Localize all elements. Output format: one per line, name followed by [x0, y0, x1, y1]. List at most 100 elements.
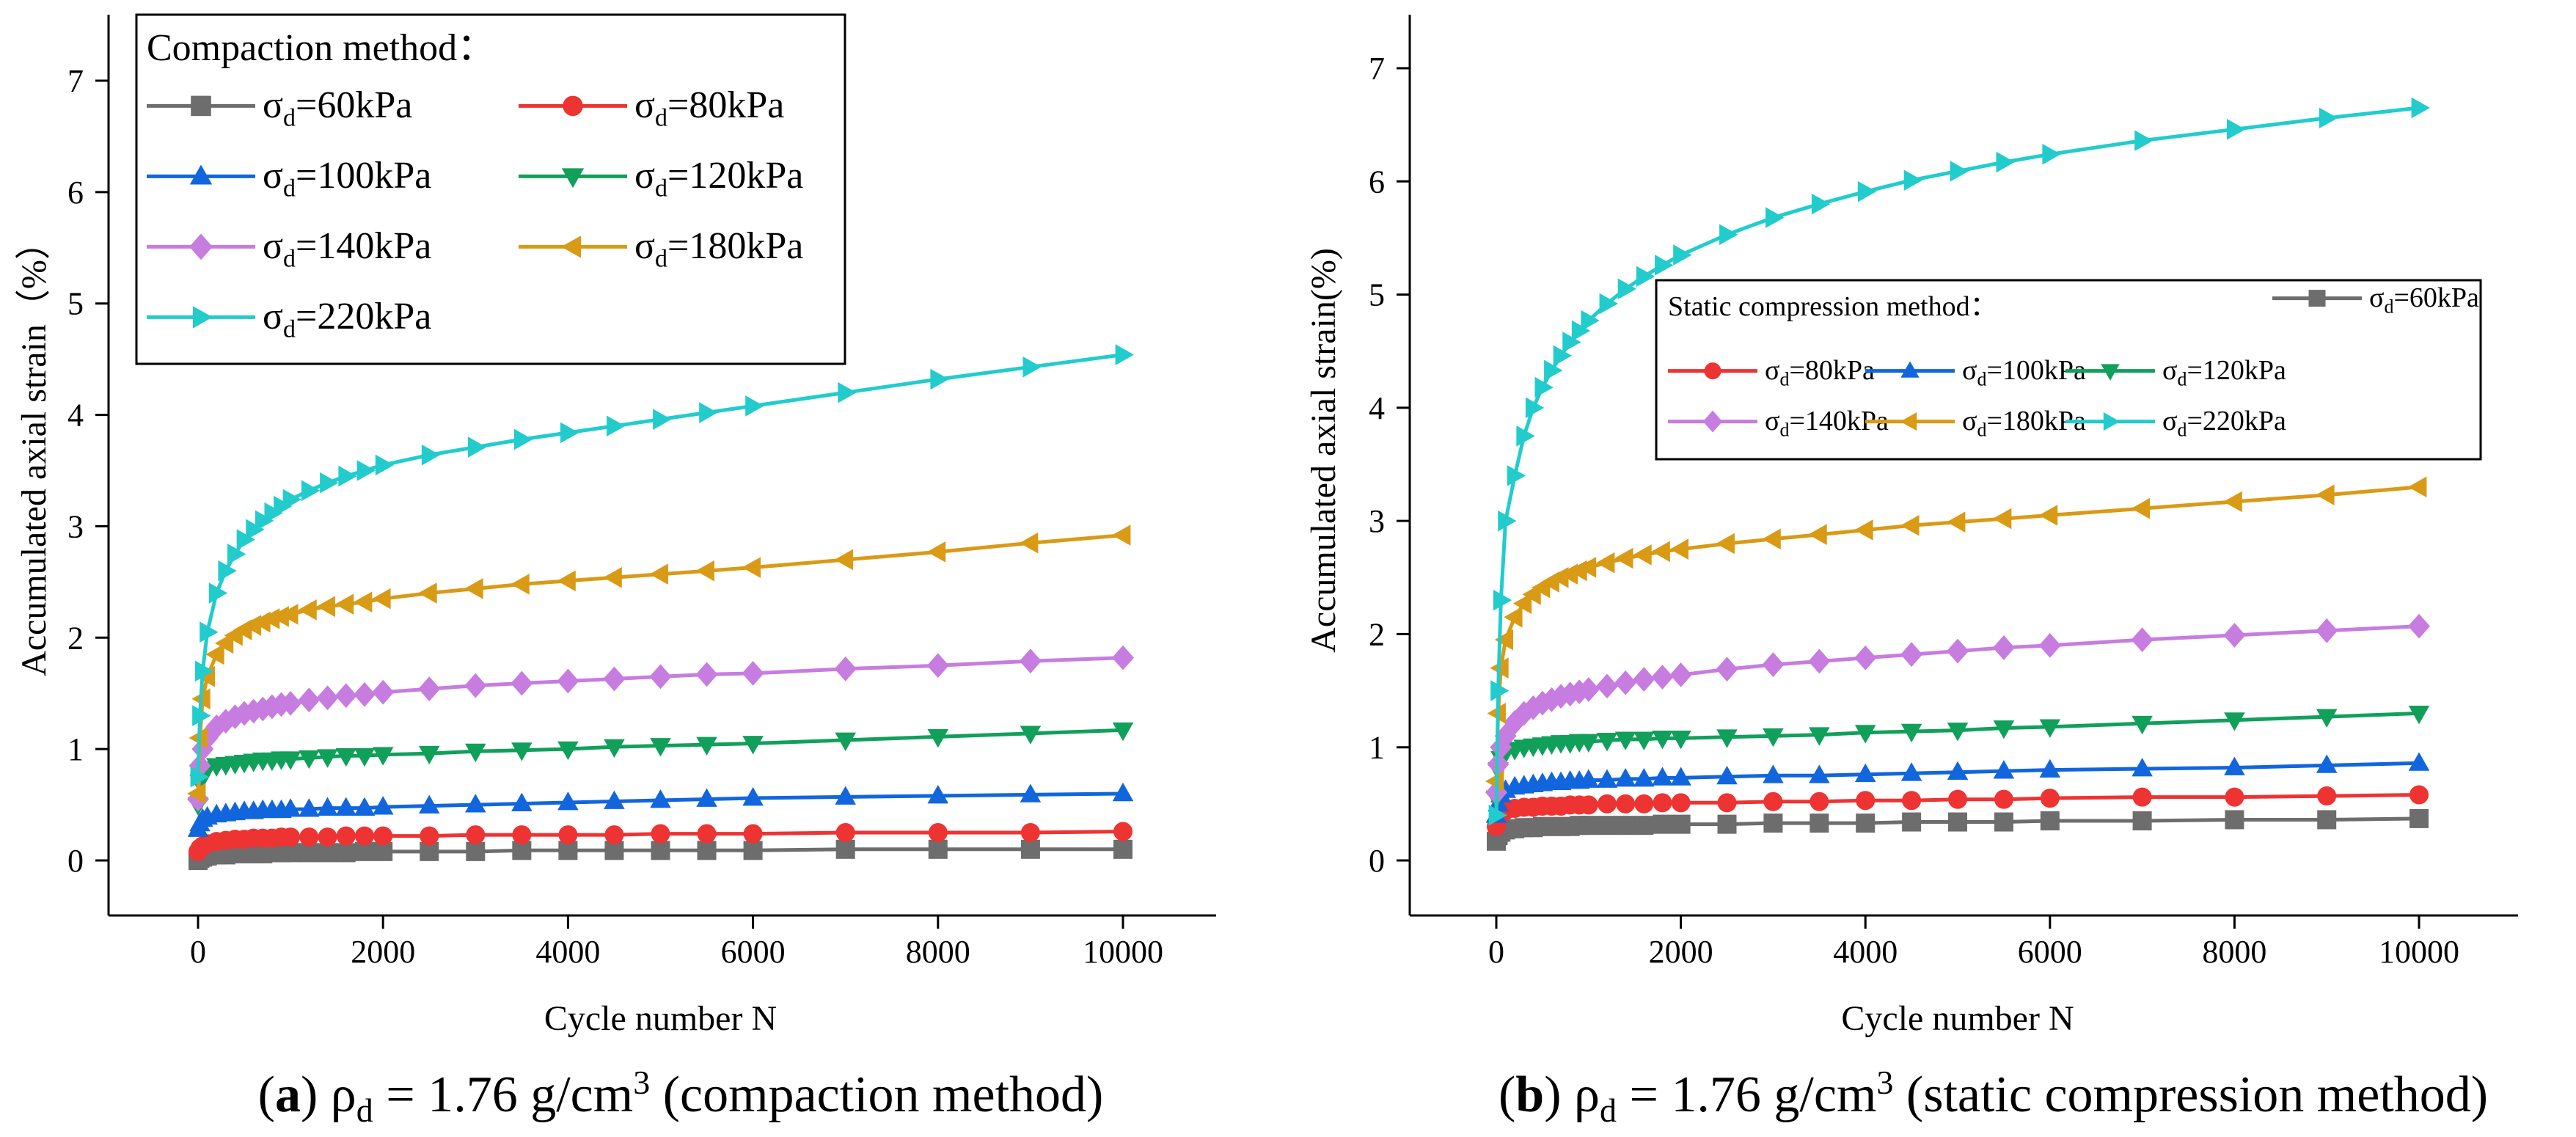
data-point — [1994, 789, 2013, 809]
data-point — [1854, 725, 1876, 744]
data-point — [1716, 657, 1738, 682]
legend-marker — [1900, 412, 1917, 431]
legend-symbol: σ — [634, 155, 655, 197]
data-point — [1112, 645, 1134, 670]
y-tick-label: 0 — [1369, 843, 1385, 879]
data-point — [1597, 816, 1617, 836]
legend-symbol: σ — [634, 84, 655, 126]
legend-label: σd=220kPa — [263, 296, 431, 343]
data-point — [1516, 425, 1535, 447]
data-point — [697, 841, 717, 860]
data-point — [1634, 816, 1654, 836]
data-point — [190, 766, 209, 788]
data-point — [651, 824, 670, 844]
legend-subscript: d — [283, 175, 296, 202]
x-tick-label: 8000 — [906, 934, 970, 970]
data-point — [2132, 758, 2153, 777]
caption-superscript: 3 — [1876, 1064, 1893, 1101]
data-point — [1597, 794, 1617, 814]
data-point — [1716, 765, 1738, 785]
data-point — [1808, 524, 1827, 545]
data-point — [279, 751, 301, 770]
data-point — [279, 690, 302, 716]
data-point — [1636, 266, 1655, 288]
data-point — [1947, 638, 1969, 664]
data-point — [1900, 723, 1922, 743]
legend-subscript: d — [283, 245, 296, 272]
data-point — [1540, 687, 1563, 712]
data-point — [1992, 508, 2012, 530]
legend-label: σd=140kPa — [263, 225, 431, 272]
legend-label: σd=60kPa — [263, 84, 412, 131]
data-point — [742, 787, 764, 806]
x-tick-label: 6000 — [721, 934, 786, 970]
data-point — [1596, 733, 1618, 752]
data-point — [1763, 764, 1784, 783]
data-point — [1719, 224, 1738, 246]
x-tick-label: 10000 — [1083, 934, 1163, 970]
data-point — [1578, 769, 1600, 788]
data-point — [2319, 107, 2338, 129]
data-point — [1717, 793, 1737, 813]
panel-a-chart: 0 2000 4000 6000 8000 10000 0 1 2 3 4 5 6 7 Cycle numb… — [15, 13, 1216, 1129]
data-point — [354, 681, 376, 707]
legend-marker — [563, 95, 583, 117]
legend-label: σd=80kPa — [1765, 355, 1875, 390]
data-point — [205, 643, 224, 665]
data-point — [1763, 728, 1784, 747]
data-point — [1596, 552, 1615, 574]
y-tick-label: 0 — [67, 843, 84, 879]
data-point — [372, 679, 395, 705]
data-point — [334, 683, 357, 709]
data-point — [1854, 519, 1873, 541]
data-point — [465, 794, 486, 813]
data-point — [1900, 642, 1923, 668]
data-point — [603, 566, 622, 588]
data-point — [2040, 811, 2060, 830]
data-point — [2131, 497, 2150, 519]
caption-label: a — [275, 1067, 301, 1123]
data-point — [2411, 97, 2430, 119]
legend-subscript: d — [2177, 368, 2187, 390]
legend-box — [135, 13, 846, 365]
data-point — [1809, 727, 1830, 746]
data-point — [926, 541, 946, 563]
legend-symbol: σ — [1962, 355, 1977, 386]
data-point — [2409, 808, 2429, 828]
data-point — [1902, 791, 1922, 811]
data-point — [1577, 557, 1597, 578]
data-point — [1653, 814, 1672, 834]
data-point — [2409, 785, 2429, 805]
data-point — [2042, 143, 2061, 165]
x-tick-label: 2000 — [1649, 934, 1713, 970]
data-point — [1765, 207, 1785, 228]
data-point — [418, 745, 440, 765]
y-tick-label: 4 — [67, 398, 84, 434]
data-point — [1634, 794, 1654, 814]
legend-marker — [191, 95, 211, 117]
x-tick-label: 2000 — [351, 934, 415, 970]
data-point — [1671, 814, 1691, 834]
data-point — [2317, 786, 2337, 806]
data-point — [1996, 151, 2015, 173]
caption-paren: ( — [1499, 1067, 1515, 1123]
data-point — [1763, 791, 1783, 811]
y-tick-label: 6 — [67, 175, 84, 211]
legend-value: =120kPa — [667, 155, 803, 197]
data-point — [2224, 756, 2245, 775]
data-point — [557, 668, 579, 694]
panel-caption: (a) ρd = 1.76 g/cm3 (compaction method) — [258, 1064, 1104, 1129]
data-point — [2317, 810, 2337, 830]
data-point — [2131, 627, 2154, 653]
data-point — [928, 839, 948, 859]
legend-label: σd=120kPa — [2162, 355, 2286, 390]
data-point — [1857, 180, 1877, 202]
legend-subscript: d — [283, 315, 296, 343]
data-point — [2316, 484, 2335, 505]
data-point — [1112, 722, 1134, 742]
data-point — [372, 747, 394, 766]
caption-suffix: (compaction method) — [650, 1067, 1103, 1123]
data-point — [1633, 731, 1655, 750]
data-point — [466, 825, 486, 845]
data-point — [930, 368, 949, 390]
